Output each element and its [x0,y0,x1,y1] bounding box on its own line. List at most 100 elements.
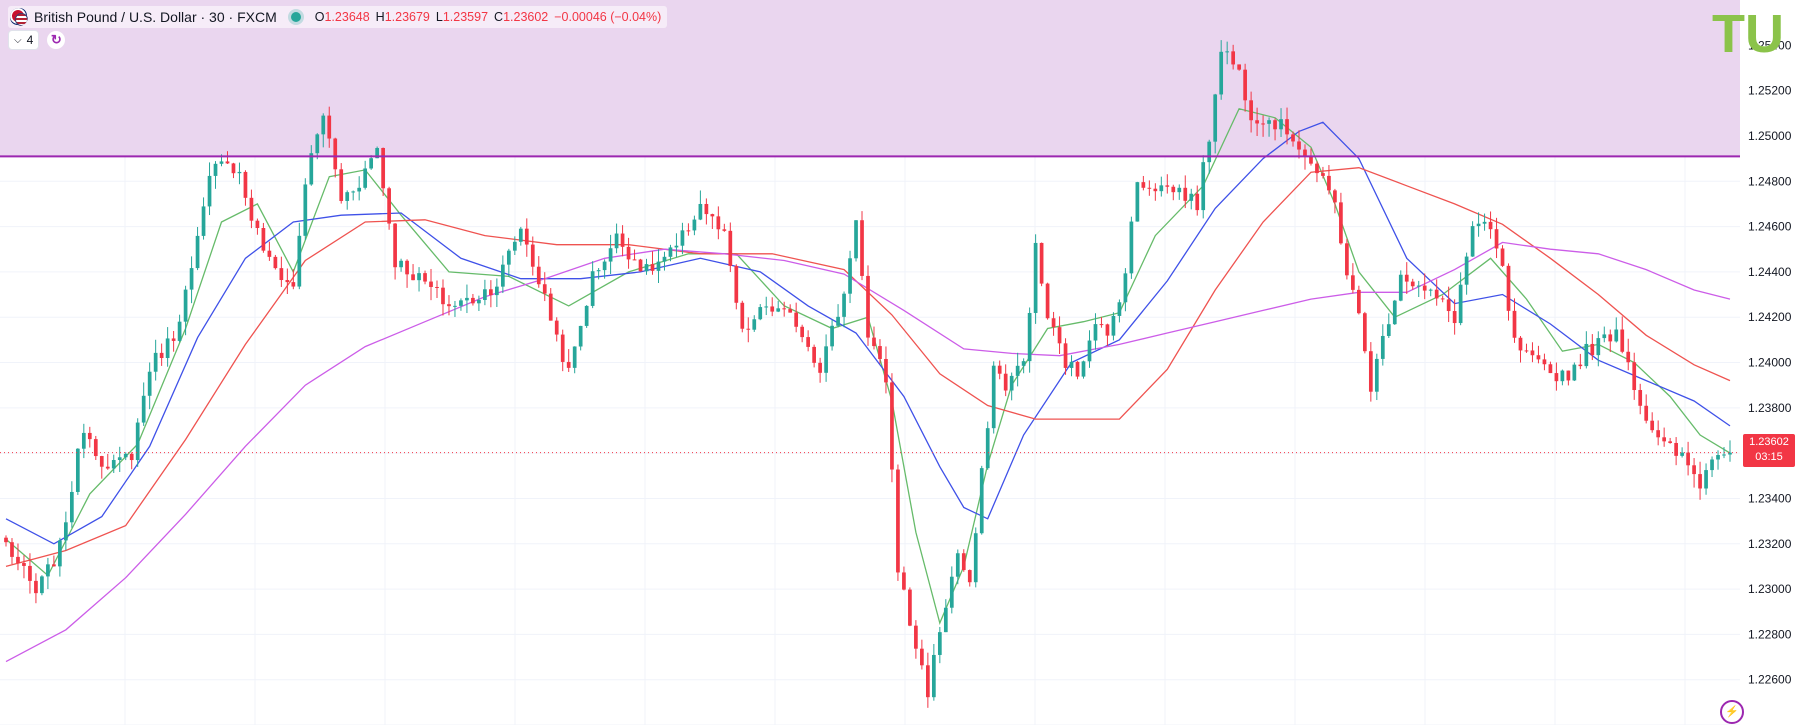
candle-body [1488,221,1493,230]
candle-body [1117,302,1122,316]
candle-body [1578,364,1583,367]
candle-body [75,448,80,492]
candle-body [740,302,745,329]
candle-body [770,306,775,312]
candle-body [1207,141,1212,163]
candle-body [34,580,38,594]
moving-averages [5,107,1731,663]
candle-body [393,223,397,268]
candle-body [177,321,182,341]
candle-body [680,230,685,246]
indicator-count: 4 [26,33,34,47]
close-value: C1.23602 [494,10,549,24]
candle-body [129,453,134,461]
candle-body [1506,265,1511,311]
candle-body [1093,324,1098,341]
candle-body [1153,188,1158,192]
candle-body [46,564,50,577]
candle-body [1051,318,1056,328]
candle-body [1692,465,1696,475]
candle-body [1075,361,1080,377]
candle-body [1584,343,1589,367]
price-axis[interactable]: 1.25400 1.25200 1.25000 1.24800 1.24600 1.244… [1741,0,1800,725]
candle-body [961,553,966,571]
candle-body [297,235,302,287]
candle-body [848,258,852,294]
candle-body [1440,298,1445,300]
indicator-toggle[interactable]: ⌵ 4 ↻ [8,29,66,51]
candle-body [237,171,242,174]
candle-body [159,352,164,359]
candle-body [1644,405,1649,421]
tu-logo-icon: TU [1712,4,1784,64]
candle-body [1297,141,1301,150]
sync-icon[interactable]: ↻ [47,31,66,49]
candle-body [495,286,499,296]
candle-body [776,308,781,312]
candle-body [920,648,924,666]
lightning-icon[interactable]: ⚡ [1720,700,1744,724]
candle-body [1452,311,1457,324]
candle-body [1279,119,1283,130]
candle-body [255,220,260,229]
candle-body [69,491,74,523]
candle-body [890,382,894,470]
candle-body [524,228,529,245]
candle-body [339,169,344,201]
candle-body [746,328,751,330]
candle-body [1315,163,1319,174]
candle-body [506,250,511,265]
change-value: −0.00046 (−0.04%) [554,10,662,24]
candle-body [896,469,900,573]
candle-body [1351,275,1355,290]
candle-body [1458,284,1463,324]
candle-body [429,281,433,288]
price-tick-label: 1.24600 [1748,220,1792,234]
price-tick-label: 1.22600 [1748,673,1792,687]
candle-body [908,589,912,626]
candle-body [943,607,948,633]
symbol-legend[interactable]: British Pound / U.S. Dollar · 30 · FXCM … [8,6,668,28]
candle-body [914,625,918,649]
candle-body [40,576,44,594]
last-price-value: 1.23602 [1749,436,1789,448]
candle-body [1081,361,1086,377]
candle-body [1147,187,1152,189]
candle-body [1554,373,1559,382]
candle-body [1285,119,1289,135]
candle-body [1123,273,1128,303]
candle-body [1321,173,1325,176]
candle-body [1327,175,1331,191]
candle-body [219,161,224,164]
candle-body [225,161,230,164]
candle-body [1339,202,1343,244]
candle-body [955,553,960,577]
candle-body [1057,327,1062,344]
indicators-collapse-button[interactable]: ⌵ 4 [8,30,40,50]
candle-body [1345,243,1349,276]
symbol-title[interactable]: British Pound / U.S. Dollar · 30 · FXCM [34,9,277,25]
candle-body [806,337,810,347]
candle-body [578,325,583,347]
candle-body [435,287,439,289]
price-tick-label: 1.25200 [1748,84,1792,98]
candle-body [4,537,8,543]
candle-body [261,228,266,251]
candle-body [165,338,170,359]
candle-body [1099,324,1104,326]
candle-body [854,220,858,259]
candle-body [1129,221,1134,274]
candle-body [471,297,475,304]
candle-body [81,432,86,449]
candle-body [692,219,697,231]
candle-body [375,147,379,159]
candle-body [1063,343,1068,368]
candle-body [554,320,559,335]
candle-body [52,564,56,567]
candle-body [536,266,541,285]
candle-body [1464,256,1469,285]
candle-body [1422,285,1427,291]
moving-average-line [5,241,1731,663]
candle-body [812,346,816,363]
